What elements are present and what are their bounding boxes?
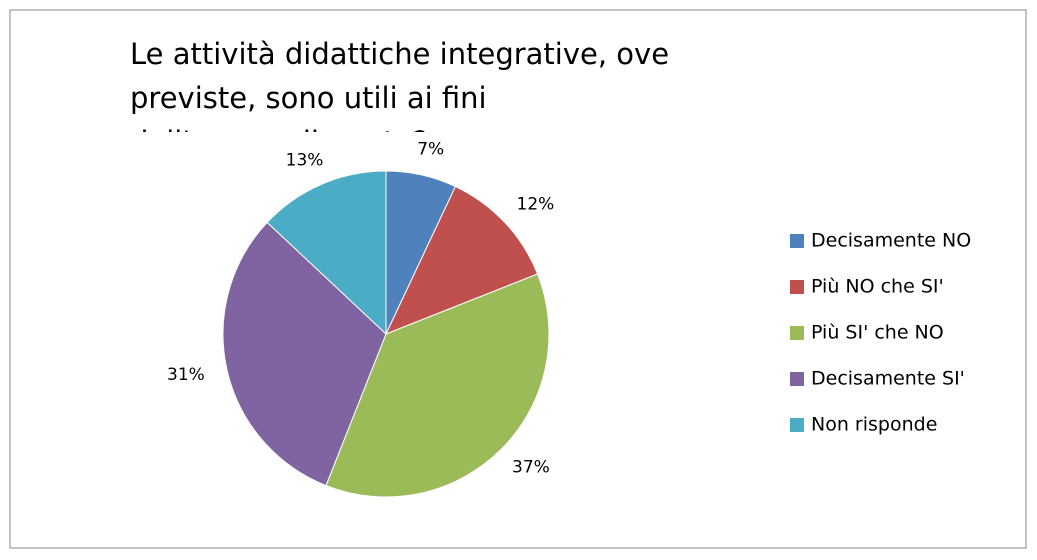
pie-slice — [325, 273, 550, 498]
legend-label: Più SI' che NO — [811, 322, 944, 344]
legend-label: Decisamente SI' — [811, 368, 965, 390]
pie-slice — [222, 221, 387, 487]
legend-label: Decisamente NO — [811, 230, 971, 252]
chart-title: Le attività didattiche integrative, ove … — [130, 37, 670, 132]
legend-swatch — [790, 234, 804, 248]
legend-label: Non risponde — [811, 414, 937, 436]
data-label: 31% — [167, 365, 205, 385]
data-label: 37% — [512, 458, 550, 478]
data-label: 12% — [517, 195, 555, 215]
legend-swatch — [790, 280, 804, 294]
title-box: Le attività didattiche integrative, ove … — [130, 37, 670, 132]
data-label: 13% — [286, 151, 324, 171]
legend-label: Più NO che SI' — [811, 276, 944, 298]
pie-slice — [266, 170, 387, 336]
legend-swatch — [790, 326, 804, 340]
legend-swatch — [790, 372, 804, 386]
legend-swatch — [790, 418, 804, 432]
data-label: 7% — [417, 140, 444, 160]
pie-slice — [385, 185, 539, 335]
